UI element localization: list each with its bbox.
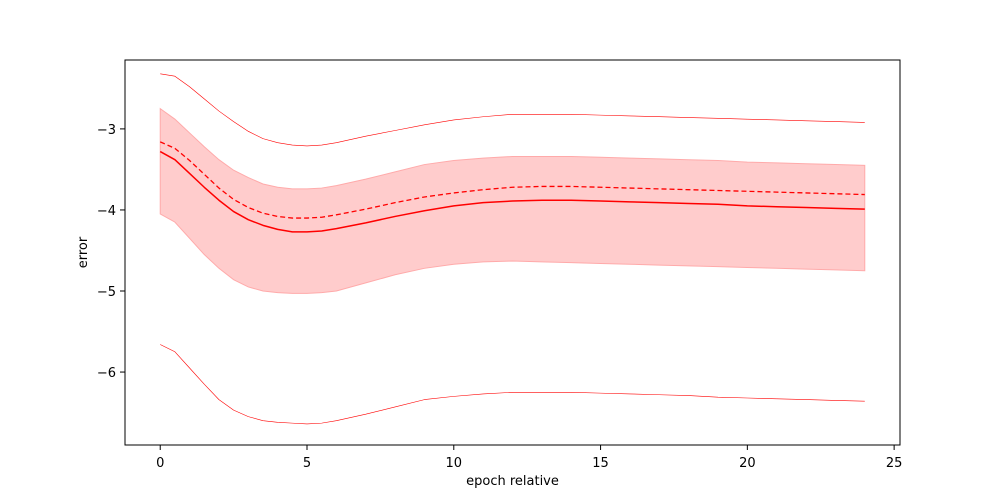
series-line-solid-0 bbox=[159, 150, 865, 233]
x-axis-label: epoch relative bbox=[466, 474, 559, 489]
y-tick-label: −3 bbox=[97, 123, 116, 138]
series-line-dashed-1 bbox=[159, 141, 865, 219]
x-axis: 0 5 10 15 20 25 bbox=[156, 445, 902, 471]
plot-area bbox=[159, 73, 866, 425]
x-tick-label: 25 bbox=[886, 456, 903, 471]
x-tick-label: 10 bbox=[446, 456, 463, 471]
y-tick-label: −5 bbox=[97, 285, 116, 300]
y-axis-label: error bbox=[76, 236, 91, 268]
y-tick-label: −6 bbox=[97, 366, 116, 381]
x-tick-label: 20 bbox=[739, 456, 756, 471]
x-tick-label: 15 bbox=[592, 456, 609, 471]
x-tick-label: 0 bbox=[156, 456, 164, 471]
y-tick-label: −4 bbox=[97, 204, 116, 219]
axes-frame bbox=[124, 59, 901, 446]
y-axis: −3 −4 −5 −6 bbox=[97, 123, 125, 381]
x-tick-label: 5 bbox=[303, 456, 311, 471]
series-line-thin-3 bbox=[160, 344, 865, 425]
series-line-thin-2 bbox=[160, 73, 865, 147]
